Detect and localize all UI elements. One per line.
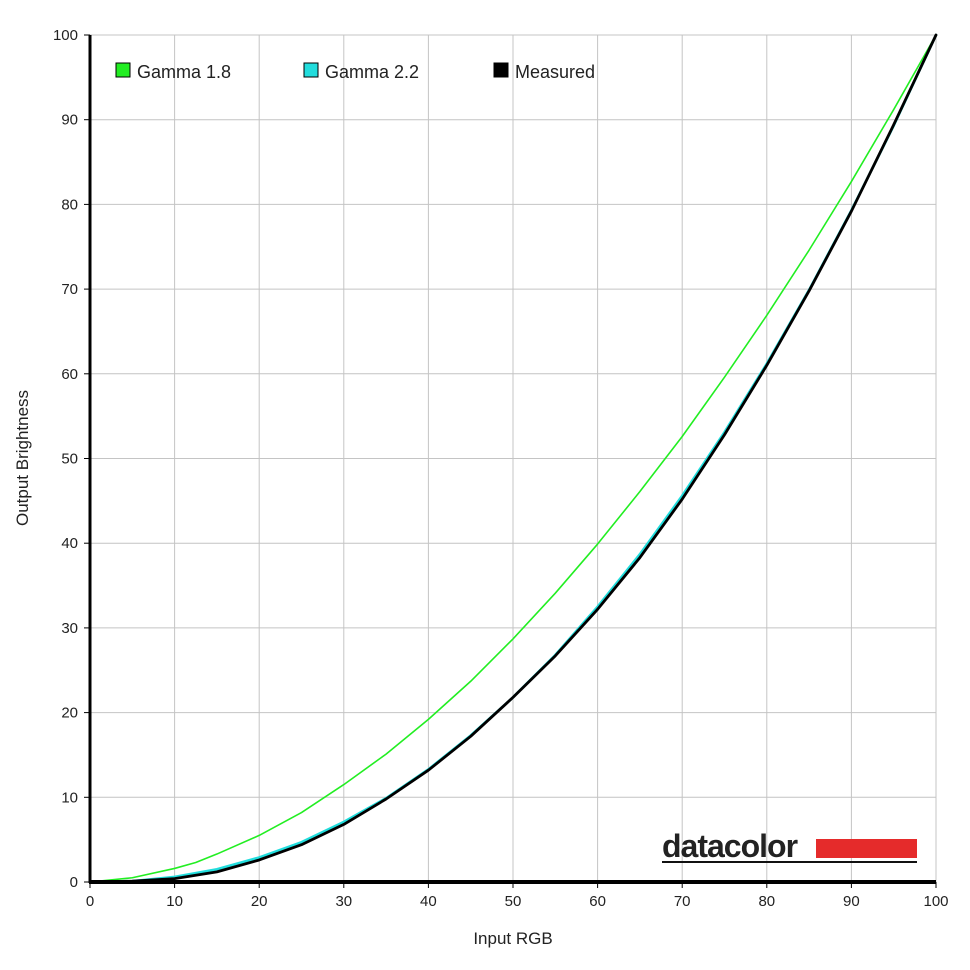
x-tick-label-7: 70 [674,893,691,910]
legend-swatch-2 [493,62,509,78]
y-tick-label-9: 90 [61,112,78,129]
tick-labels: 0 10 20 30 40 50 60 70 80 90 100 0 10 20 30 40 50 60 70 80 9… [53,27,949,910]
y-tick-label-2: 20 [61,705,78,722]
datacolor-logo: datacolor [662,828,917,864]
x-tick-label-3: 30 [335,893,352,910]
series-line-0 [89,34,937,883]
datacolor-logo-bar [816,839,917,858]
y-tick-label-6: 60 [61,366,78,383]
x-tick-label-0: 0 [86,893,94,910]
x-tick-label-1: 10 [166,893,183,910]
legend-label-1: Gamma 2.2 [325,62,419,82]
datacolor-logo-text: datacolor [662,828,798,864]
legend-label-2: Measured [515,62,595,82]
y-tick-label-5: 50 [61,451,78,468]
y-tick-label-4: 40 [61,535,78,552]
x-tick-label-10: 100 [923,893,948,910]
y-tick-label-1: 10 [61,789,78,806]
x-tick-label-8: 80 [758,893,775,910]
y-tick-label-8: 80 [61,196,78,213]
legend-swatch-0 [115,62,131,78]
y-tick-label-3: 30 [61,620,78,637]
legend: Gamma 1.8 Gamma 2.2 Measured [115,62,595,82]
legend-label-0: Gamma 1.8 [137,62,231,82]
series-layer [88,33,938,884]
x-tick-label-9: 90 [843,893,860,910]
datacolor-logo-underline [662,861,917,863]
axes [84,34,937,888]
y-tick-label-0: 0 [70,874,78,891]
x-axis-label: Input RGB [473,929,552,948]
legend-swatch-1 [303,62,319,78]
y-tick-label-7: 70 [61,281,78,298]
x-tick-label-4: 40 [420,893,437,910]
x-tick-label-5: 50 [505,893,522,910]
x-tick-label-6: 60 [589,893,606,910]
y-axis-label: Output Brightness [13,390,32,526]
x-tick-label-2: 20 [251,893,268,910]
y-tick-label-10: 100 [53,27,78,44]
